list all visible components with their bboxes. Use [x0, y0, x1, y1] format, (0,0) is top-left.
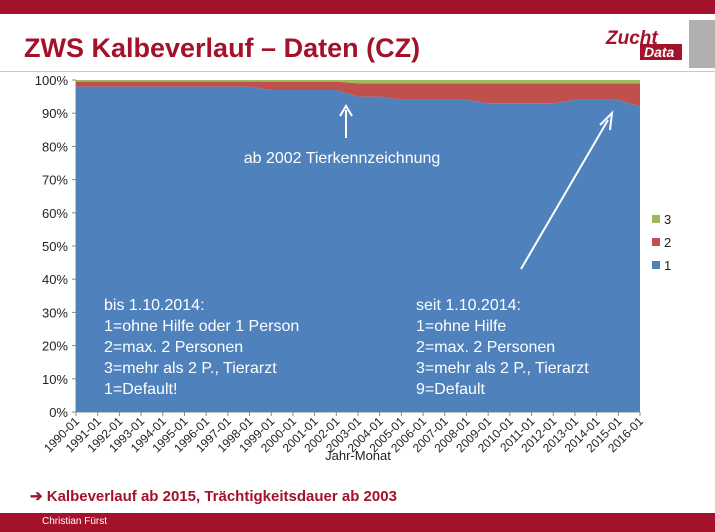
y-tick-label: 0%: [49, 405, 68, 420]
annotations: ab 2002 Tierkennzeichnung bis 1.10.2014: 1…: [104, 104, 614, 398]
y-tick-label: 40%: [42, 272, 68, 287]
legend-label-3: 3: [664, 212, 671, 227]
y-tick-label: 20%: [42, 339, 68, 354]
logo-text-zucht: Zucht: [605, 28, 658, 49]
legend-swatch-3: [652, 215, 660, 223]
zuchtdata-logo: Zucht Data: [605, 28, 682, 60]
bottom-bar: [0, 513, 715, 532]
y-tick-label: 80%: [42, 139, 68, 154]
annotation-right-line: 9=Default: [416, 381, 485, 398]
annotation-left-line: bis 1.10.2014:: [104, 297, 205, 314]
legend-swatch-1: [652, 261, 660, 269]
logo-text-data: Data: [644, 44, 675, 60]
annotation-right-line: 1=ohne Hilfe: [416, 318, 506, 335]
annotation-right-line: 2=max. 2 Personen: [416, 339, 555, 356]
annotation-left-line: 2=max. 2 Personen: [104, 339, 243, 356]
x-tick-labels: 1990-011991-011992-011993-011994-011995-…: [41, 412, 646, 463]
annotation-left-line: 1=ohne Hilfe oder 1 Person: [104, 318, 299, 335]
y-tick-label: 100%: [35, 73, 69, 88]
annotation-left-line: 3=mehr als 2 P., Tierarzt: [104, 360, 277, 377]
y-tick-label: 50%: [42, 239, 68, 254]
x-axis-label: Jahr-Monat: [325, 448, 391, 463]
author-name: Christian Fürst: [42, 516, 108, 527]
y-tick-label: 10%: [42, 372, 68, 387]
legend: 3 2 1: [652, 212, 671, 273]
annotation-arrowhead-2014: [599, 110, 614, 131]
legend-swatch-2: [652, 238, 660, 246]
legend-label-1: 1: [664, 258, 671, 273]
y-tick-labels: 0% 10% 20% 30% 40% 50% 60% 70% 80% 90% 100%: [35, 73, 69, 420]
footer-note: ➔ Kalbeverlauf ab 2015, Trächtigkeitsdau…: [30, 488, 397, 505]
annotation-right-line: seit 1.10.2014:: [416, 297, 521, 314]
annotation-arrow-2014: [520, 119, 609, 270]
logo-side-bar: [689, 20, 715, 68]
area-series-3: [76, 80, 640, 84]
y-tick-label: 90%: [42, 106, 68, 121]
y-tick-label: 30%: [42, 305, 68, 320]
top-bar: [0, 0, 715, 14]
area-layer: [76, 80, 640, 412]
legend-label-2: 2: [664, 235, 671, 250]
annotation-right-line: 3=mehr als 2 P., Tierarzt: [416, 360, 589, 377]
annotation-tierkennzeichnung: ab 2002 Tierkennzeichnung: [244, 150, 441, 167]
annotation-left-line: 1=Default!: [104, 381, 177, 398]
y-tick-label: 60%: [42, 206, 68, 221]
slide-title: ZWS Kalbeverlauf – Daten (CZ): [24, 33, 421, 63]
calving-area-chart: 0% 10% 20% 30% 40% 50% 60% 70% 80% 90% 100% 1990-0…: [35, 73, 671, 463]
y-tick-label: 70%: [42, 173, 68, 188]
area-series-1: [76, 86, 640, 412]
annotation-arrowhead-2002: [339, 104, 353, 117]
area-series-2: [76, 81, 640, 107]
header-divider: [0, 71, 715, 72]
